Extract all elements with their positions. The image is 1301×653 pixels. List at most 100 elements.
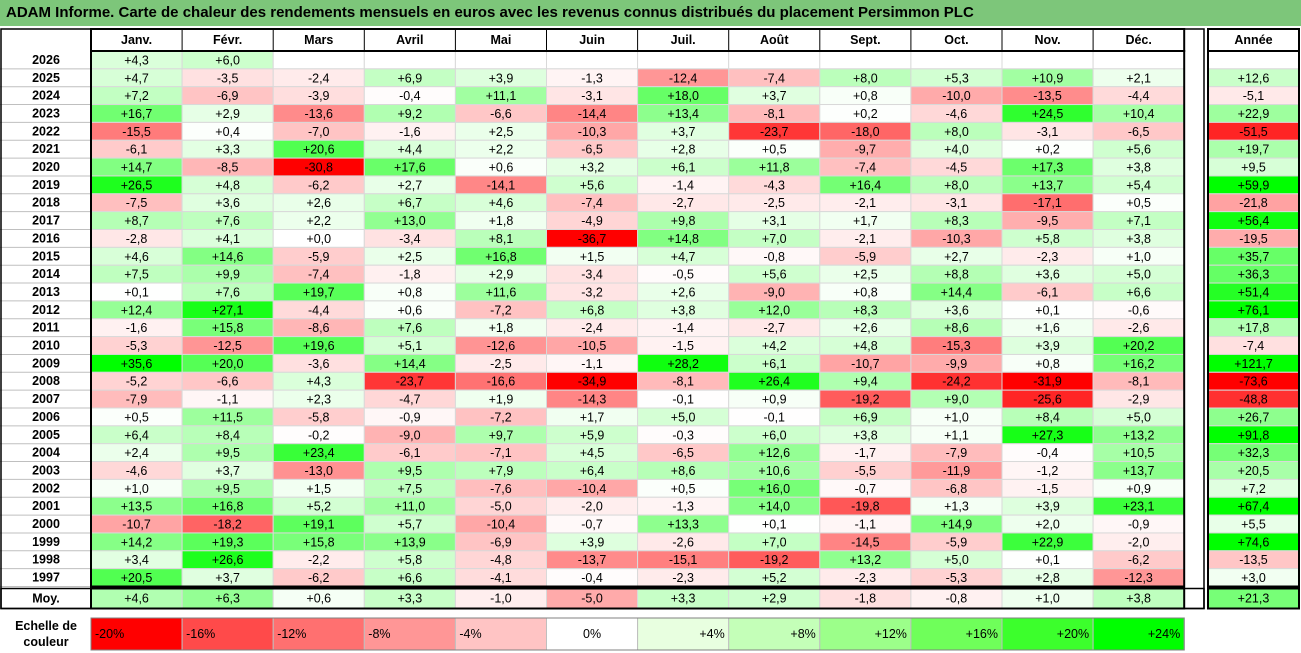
cell-value: +0,1 (1035, 553, 1060, 567)
cell-value: +10,6 (758, 464, 790, 478)
cell-value: +5,6 (1126, 143, 1151, 157)
cell-value: +7,1 (1126, 214, 1151, 228)
cell-value: +5,4 (1126, 178, 1151, 192)
cell-value: +7,5 (124, 268, 149, 282)
cell-value: -0,4 (581, 571, 603, 585)
cell-value: +4,3 (306, 375, 331, 389)
heatmap-cell (272, 50, 365, 70)
average-value: +3,8 (1126, 592, 1151, 606)
cell-value: -6,9 (217, 89, 239, 103)
cell-value: +4,8 (853, 339, 878, 353)
cell-value: +7,6 (215, 214, 240, 228)
cell-value: -1,4 (672, 178, 694, 192)
cell-value: -4,5 (946, 161, 968, 175)
cell-value: +20,6 (303, 143, 335, 157)
cell-value: +6,9 (398, 71, 423, 85)
cell-value: +7,2 (124, 89, 149, 103)
cell-value: -25,6 (1033, 393, 1062, 407)
cell-value: -6,6 (490, 107, 512, 121)
cell-value: +14,0 (758, 500, 790, 514)
cell-value: -36,7 (578, 232, 607, 246)
cell-value: +19,3 (212, 535, 244, 549)
cell-value: +5,7 (398, 518, 423, 532)
cell-value: +6,1 (762, 357, 787, 371)
cell-value: -11,9 (943, 464, 971, 478)
cell-value: +11,0 (394, 500, 425, 514)
average-row-label: Moy. (32, 592, 60, 606)
cell-value: +0,8 (398, 285, 423, 299)
month-header: Févr. (213, 33, 242, 47)
average-value: -1,0 (490, 592, 512, 606)
cell-value: +13,2 (850, 553, 882, 567)
cell-value: -2,4 (581, 321, 603, 335)
cell-value: +0,1 (1035, 303, 1060, 317)
cell-value: +35,6 (121, 357, 153, 371)
cell-value: +1,0 (1126, 250, 1151, 264)
row-year-label: 2026 (32, 53, 60, 67)
cell-value: -5,8 (308, 410, 330, 424)
cell-value: +2,9 (215, 107, 240, 121)
cell-value: -6,2 (308, 571, 330, 585)
cell-value: +0,8 (853, 285, 878, 299)
cell-value: +5,3 (944, 71, 969, 85)
row-year-label: 2012 (32, 303, 60, 317)
average-year-value: +21,3 (1238, 592, 1270, 606)
row-year-label: 2008 (32, 374, 60, 388)
cell-value: +19,6 (303, 339, 335, 353)
row-year-label: 2002 (32, 481, 60, 495)
cell-value: +26,4 (758, 375, 790, 389)
cell-value: +11,5 (212, 410, 243, 424)
cell-value: +3,6 (944, 303, 969, 317)
cell-value: +2,4 (124, 446, 149, 460)
cell-value: -12,6 (487, 339, 516, 353)
cell-value: -1,1 (855, 518, 877, 532)
cell-value: +1,8 (489, 321, 514, 335)
cell-value: +12,6 (758, 446, 790, 460)
row-year-label: 2010 (32, 339, 60, 353)
cell-value: -4,8 (490, 553, 512, 567)
cell-value: -6,1 (126, 143, 148, 157)
cell-value: +9,7 (489, 428, 514, 442)
cell-value: +6,1 (671, 161, 696, 175)
average-value: -1,8 (855, 592, 877, 606)
row-year-label: 1998 (32, 553, 60, 567)
cell-value: -0,5 (672, 268, 694, 282)
cell-value: +14,4 (941, 285, 973, 299)
cell-value: +2,5 (398, 250, 423, 264)
cell-value: -7,2 (490, 410, 512, 424)
year-total-value: +20,5 (1238, 464, 1270, 478)
cell-value: +9,2 (398, 107, 423, 121)
year-total-cell (1207, 50, 1300, 70)
cell-value: +26,5 (121, 178, 153, 192)
heatmap-cell (1092, 50, 1185, 70)
cell-value: +7,6 (398, 321, 423, 335)
year-total-value: +76,1 (1238, 303, 1270, 317)
cell-value: -2,5 (490, 357, 512, 371)
month-header: Sept. (850, 33, 881, 47)
cell-value: -0,9 (399, 410, 421, 424)
cell-value: -6,6 (217, 375, 239, 389)
cell-value: +24,5 (1032, 107, 1064, 121)
cell-value: +1,0 (124, 482, 149, 496)
cell-value: -7,5 (126, 196, 148, 210)
row-year-label: 2004 (32, 446, 60, 460)
cell-value: +5,6 (762, 268, 787, 282)
cell-value: +3,9 (1035, 500, 1060, 514)
cell-value: +0,5 (1126, 196, 1151, 210)
cell-value: -3,4 (399, 232, 421, 246)
cell-value: +11,1 (486, 89, 517, 103)
cell-value: +3,9 (580, 535, 605, 549)
cell-value: +15,8 (212, 321, 244, 335)
cell-value: -1,6 (126, 321, 148, 335)
cell-value: -2,1 (855, 196, 877, 210)
cell-value: +13,5 (121, 500, 153, 514)
scale-frame (90, 617, 1185, 651)
cell-value: -1,2 (1037, 464, 1059, 478)
cell-value: +8,3 (944, 214, 969, 228)
cell-value: +6,9 (853, 410, 878, 424)
cell-value: +0,8 (853, 89, 878, 103)
cell-value: -10,3 (578, 125, 607, 139)
scale-label-line-2: couleur (23, 635, 68, 649)
cell-value: +3,9 (489, 71, 514, 85)
cell-value: -2,3 (1037, 250, 1059, 264)
